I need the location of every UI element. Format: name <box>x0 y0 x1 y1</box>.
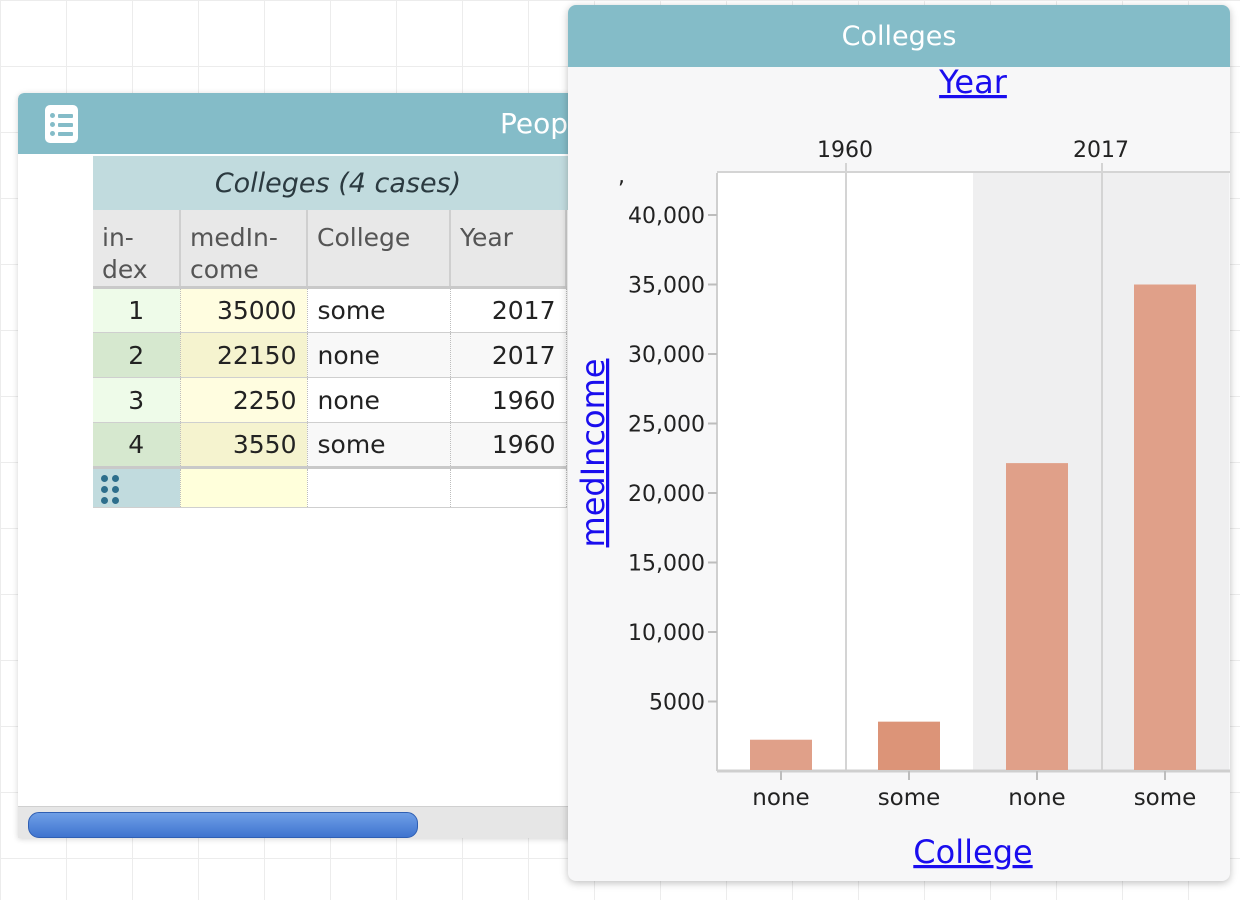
stray-comma: , <box>618 164 625 189</box>
new-case-row[interactable] <box>93 466 567 508</box>
cell-college[interactable]: none <box>307 332 451 378</box>
horizontal-scrollbar[interactable] <box>18 806 598 838</box>
cell-college[interactable]: none <box>307 377 451 423</box>
cell-medincome[interactable]: 22150 <box>180 332 308 378</box>
cell-college[interactable]: some <box>307 287 451 333</box>
scrollbar-thumb[interactable] <box>28 812 418 838</box>
column-header-row: in-dex medIn-come College Year <box>93 210 567 289</box>
top-category-label: 1960 <box>817 138 873 163</box>
table-row[interactable]: 3 2250 none 1960 <box>93 377 567 423</box>
column-header-text: medIn- <box>190 223 278 252</box>
cell-index[interactable]: 3 <box>93 377 181 423</box>
drag-handle-icon[interactable] <box>101 475 121 505</box>
y-tick-label: 5000 <box>649 691 705 716</box>
table-row[interactable]: 2 22150 none 2017 <box>93 332 567 378</box>
column-header-text: in- <box>102 223 134 252</box>
y-tick-label: 20,000 <box>628 482 705 507</box>
y-tick-label: 25,000 <box>628 413 705 438</box>
cell-year[interactable]: 1960 <box>450 422 567 468</box>
cell-college[interactable]: some <box>307 422 451 468</box>
column-header-medincome[interactable]: medIn-come <box>180 210 308 289</box>
y-tick-label: 15,000 <box>628 552 705 577</box>
y-tick-label: 30,000 <box>628 343 705 368</box>
graph-titlebar[interactable]: Colleges <box>568 5 1230 67</box>
cell-medincome[interactable]: 2250 <box>180 377 308 423</box>
column-header-text: Year <box>460 223 513 252</box>
y-axis-label[interactable]: medIncome <box>574 359 612 548</box>
bar-chart: 5000 10,000 15,000 20,000 25,000 30,000 35,000… <box>574 63 1230 871</box>
cell-year[interactable]: 1960 <box>450 377 567 423</box>
x-axis-label[interactable]: College <box>913 833 1032 871</box>
new-case-handle[interactable] <box>93 466 181 508</box>
table-row[interactable]: 1 35000 some 2017 <box>93 287 567 333</box>
new-case-cell[interactable] <box>180 466 308 508</box>
bar-none-1960[interactable] <box>750 739 812 770</box>
new-case-cell[interactable] <box>450 466 567 508</box>
bar-some-1960[interactable] <box>878 721 940 770</box>
cell-index[interactable]: 1 <box>93 287 181 333</box>
y-tick-label: 35,000 <box>628 274 705 299</box>
x-tick-label: some <box>1134 785 1197 811</box>
column-header-year[interactable]: Year <box>450 210 567 289</box>
cell-index[interactable]: 2 <box>93 332 181 378</box>
column-header-text: dex <box>102 255 148 284</box>
x-tick-label: none <box>752 785 809 811</box>
column-header-text: come <box>190 255 259 284</box>
case-table-title: Peop <box>500 107 569 140</box>
column-header-index[interactable]: in-dex <box>93 210 181 289</box>
graph-window[interactable]: Colleges 5000 10,000 15,000 20,000 25,000 30,… <box>568 5 1230 881</box>
column-header-text: College <box>317 223 411 252</box>
y-tick-label: 10,000 <box>628 621 705 646</box>
cases-table: in-dex medIn-come College Year 1 35000 some 20… <box>93 210 567 508</box>
bar-none-2017[interactable] <box>1006 463 1068 770</box>
bar-some-2017[interactable] <box>1134 284 1196 771</box>
new-case-cell[interactable] <box>307 466 451 508</box>
graph-title: Colleges <box>841 20 957 52</box>
table-row[interactable]: 4 3550 some 1960 <box>93 422 567 468</box>
table-list-icon[interactable] <box>45 105 78 143</box>
cell-year[interactable]: 2017 <box>450 332 567 378</box>
cell-index[interactable]: 4 <box>93 422 181 468</box>
collection-header: Colleges (4 cases) <box>93 156 598 210</box>
top-category-label: 2017 <box>1073 138 1129 163</box>
top-axis-label[interactable]: Year <box>938 63 1008 101</box>
column-header-college[interactable]: College <box>307 210 451 289</box>
cell-medincome[interactable]: 3550 <box>180 422 308 468</box>
y-tick-label: 40,000 <box>628 204 705 229</box>
x-tick-label: some <box>878 785 941 811</box>
case-table-window[interactable]: Peop Colleges (4 cases) in-dex medIn-come… <box>18 93 598 838</box>
case-table-titlebar[interactable]: Peop <box>18 93 598 154</box>
cell-medincome[interactable]: 35000 <box>180 287 308 333</box>
cell-year[interactable]: 2017 <box>450 287 567 333</box>
x-tick-label: none <box>1008 785 1065 811</box>
